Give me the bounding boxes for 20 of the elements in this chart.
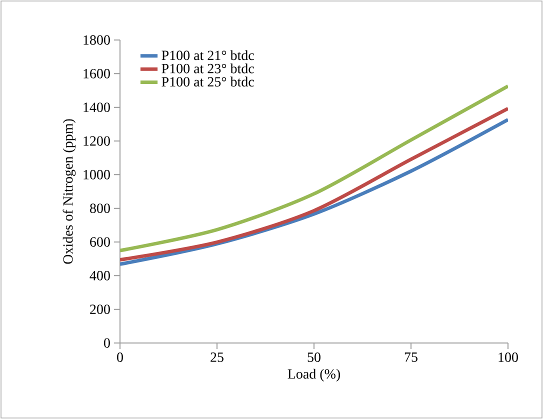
x-tick-label: 50: [308, 352, 320, 362]
y-tick-label: 800: [90, 204, 110, 214]
x-tick-label: 0: [117, 352, 123, 362]
x-tick-label: 25: [210, 352, 224, 362]
y-tick-label: 0: [104, 338, 110, 348]
legend-label: P100 at 23° btdc: [162, 63, 254, 74]
y-tick-label: 1200: [84, 136, 110, 146]
legend-label: P100 at 21° btdc: [162, 50, 254, 60]
y-tick-label: 1000: [84, 170, 110, 180]
y-axis-title: Oxides of Nitrogen (ppm): [62, 119, 76, 264]
x-axis-title: Load (%): [288, 368, 340, 382]
y-tick-label: 1400: [84, 102, 110, 112]
y-tick-label: 600: [90, 237, 110, 247]
x-tick-label: 75: [404, 352, 418, 362]
x-tick-label: 100: [498, 352, 518, 362]
y-tick-label: 400: [90, 270, 110, 280]
y-tick-label: 1800: [84, 35, 110, 45]
legend-label: P100 at 25° btdc: [162, 76, 254, 87]
y-tick-label: 200: [90, 304, 110, 314]
y-tick-label: 1600: [84, 68, 110, 78]
